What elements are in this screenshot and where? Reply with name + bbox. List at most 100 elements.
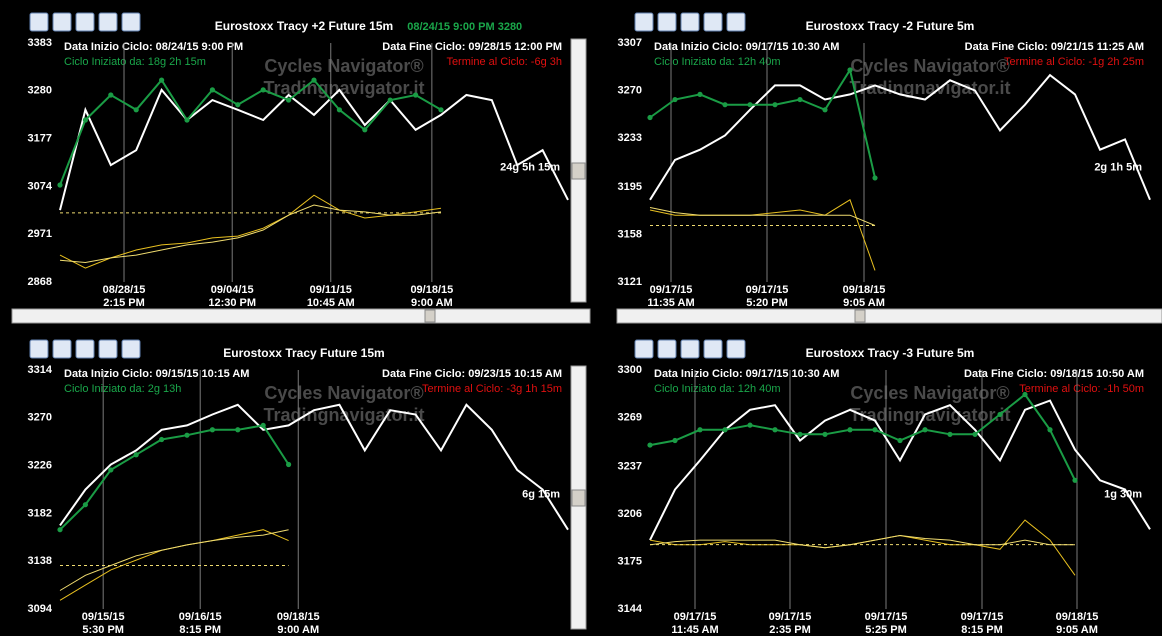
point <box>260 422 266 429</box>
x-tick-time: 5:25 PM <box>865 624 907 636</box>
y-tick-label: 2868 <box>28 276 52 288</box>
x-tick-time: 9:05 AM <box>843 297 885 309</box>
point <box>1022 391 1028 398</box>
toolbar-button[interactable] <box>634 339 654 359</box>
y-tick-label: 2971 <box>28 228 52 240</box>
point <box>697 427 703 433</box>
point <box>897 437 903 444</box>
point <box>209 87 215 93</box>
y-tick-label: 3206 <box>618 508 642 520</box>
y-tick-label: 3177 <box>28 133 52 145</box>
chart-subtitle: 08/24/15 9:00 PM 3280 <box>407 21 522 33</box>
y-tick-label: 3270 <box>618 84 642 96</box>
toolbar-button[interactable] <box>726 339 746 359</box>
watermark: Tradingnavigator.it <box>849 405 1010 425</box>
x-tick-label: 09/17/15 <box>746 284 789 296</box>
scrollbar[interactable] <box>616 308 1162 324</box>
x-tick-time: 9:05 AM <box>1056 624 1098 636</box>
scroll-thumb[interactable] <box>854 309 866 323</box>
x-tick-label: 08/28/15 <box>103 284 146 296</box>
x-tick-label: 09/17/15 <box>674 611 717 623</box>
y-tick-label: 3074 <box>28 180 53 192</box>
x-tick-label: 09/11/15 <box>310 284 352 296</box>
point <box>722 427 728 433</box>
cycle-remaining: Termine al Ciclo: -3g 1h 15m <box>422 383 562 395</box>
toolbar-button[interactable] <box>121 12 141 32</box>
point <box>872 427 878 433</box>
point <box>747 422 753 428</box>
cycle-elapsed: Ciclo Iniziato da: 12h 40m <box>654 383 781 395</box>
toolbar-button[interactable] <box>121 339 141 359</box>
scrollbar[interactable] <box>11 308 591 324</box>
watermark: Tradingnavigator.it <box>263 78 424 98</box>
y-tick-label: 3175 <box>618 555 642 567</box>
point <box>184 432 190 438</box>
y-tick-label: 3144 <box>618 603 643 615</box>
x-tick-label: 09/18/15 <box>410 284 453 296</box>
chart-title: Eurostoxx Tracy -3 Future 5m <box>806 346 975 360</box>
toolbar-button[interactable] <box>75 339 95 359</box>
toolbar-button[interactable] <box>726 12 746 32</box>
toolbar-button[interactable] <box>29 339 49 359</box>
point <box>847 427 853 433</box>
cycle-elapsed: Ciclo Iniziato da: 18g 2h 15m <box>64 56 206 68</box>
toolbar-button[interactable] <box>29 12 49 32</box>
toolbar-button[interactable] <box>75 12 95 32</box>
toolbar-button[interactable] <box>98 12 118 32</box>
y-tick-label: 3094 <box>28 603 53 615</box>
scroll-thumb[interactable] <box>571 162 586 180</box>
cycle-start: Data Inizio Ciclo: 09/17/15 10:30 AM <box>654 41 839 53</box>
y-tick-label: 3195 <box>618 181 642 193</box>
x-tick-time: 5:20 PM <box>746 297 788 309</box>
watermark: Cycles Navigator® <box>850 383 1009 403</box>
toolbar-button[interactable] <box>98 339 118 359</box>
point <box>772 102 778 108</box>
y-tick-label: 3237 <box>618 460 642 472</box>
watermark: Cycles Navigator® <box>264 56 423 76</box>
x-tick-time: 2:15 PM <box>103 297 145 309</box>
point <box>672 437 678 444</box>
cycle-end: Data Fine Ciclo: 09/18/15 10:50 AM <box>964 368 1144 380</box>
series-line <box>649 73 1151 201</box>
cycle-start: Data Inizio Ciclo: 09/15/15 10:15 AM <box>64 368 249 380</box>
cycle-remaining: Termine al Ciclo: -6g 3h <box>446 56 562 68</box>
point <box>1047 427 1053 433</box>
scroll-thumb[interactable] <box>424 309 436 323</box>
toolbar-button[interactable] <box>52 339 72 359</box>
point <box>797 431 803 437</box>
series-line <box>59 204 442 264</box>
y-tick-label: 3233 <box>618 132 642 144</box>
scroll-thumb[interactable] <box>571 489 586 507</box>
toolbar-button[interactable] <box>703 12 723 32</box>
series-line <box>649 519 1076 576</box>
chart-title: Eurostoxx Tracy +2 Future 15m <box>215 19 393 33</box>
cycle-end: Data Fine Ciclo: 09/21/15 11:25 AM <box>965 41 1144 53</box>
toolbar-button[interactable] <box>657 339 677 359</box>
x-tick-label: 09/16/15 <box>179 611 222 623</box>
toolbar-button[interactable] <box>680 12 700 32</box>
cycle-length: 6g 15m <box>522 488 560 500</box>
y-tick-label: 3383 <box>28 37 52 49</box>
toolbar-button[interactable] <box>634 12 654 32</box>
point <box>747 102 753 108</box>
toolbar-button[interactable] <box>703 339 723 359</box>
point <box>82 117 88 123</box>
chart-title: Eurostoxx Tracy -2 Future 5m <box>806 19 975 33</box>
toolbar-button[interactable] <box>657 12 677 32</box>
cycle-start: Data Inizio Ciclo: 09/17/15 10:30 AM <box>654 368 839 380</box>
y-tick-label: 3280 <box>28 85 52 97</box>
toolbar-button[interactable] <box>52 12 72 32</box>
point <box>822 107 828 113</box>
point <box>133 107 139 113</box>
cycle-elapsed: Ciclo Iniziato da: 12h 40m <box>654 56 781 68</box>
point <box>108 92 114 98</box>
point <box>159 77 165 83</box>
y-tick-label: 3182 <box>28 507 52 519</box>
point <box>872 175 878 181</box>
series-line <box>649 399 1151 541</box>
point <box>672 96 678 103</box>
toolbar-button[interactable] <box>680 339 700 359</box>
cycle-remaining: Termine al Ciclo: -1h 50m <box>1019 383 1144 395</box>
series-line <box>59 78 442 186</box>
